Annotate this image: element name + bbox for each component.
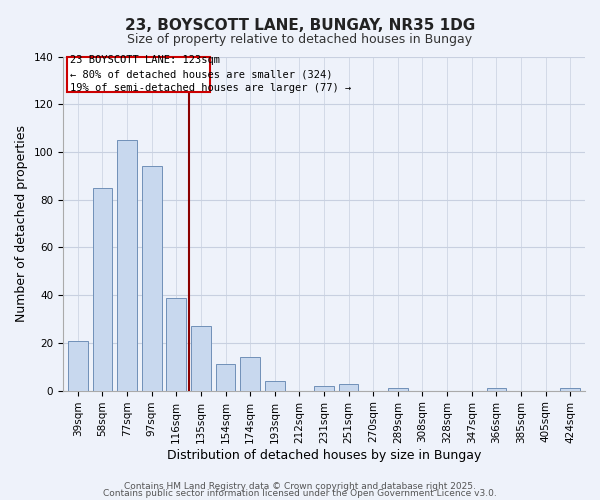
- Bar: [92, 188, 112, 390]
- Y-axis label: Number of detached properties: Number of detached properties: [15, 125, 28, 322]
- Bar: [191, 326, 211, 390]
- Bar: [339, 384, 358, 390]
- Bar: [560, 388, 580, 390]
- Bar: [166, 298, 186, 390]
- Bar: [487, 388, 506, 390]
- Bar: [117, 140, 137, 390]
- Text: Contains public sector information licensed under the Open Government Licence v3: Contains public sector information licen…: [103, 490, 497, 498]
- Bar: [142, 166, 161, 390]
- Text: 23 BOYSCOTT LANE: 123sqm
← 80% of detached houses are smaller (324)
19% of semi-: 23 BOYSCOTT LANE: 123sqm ← 80% of detach…: [70, 56, 351, 94]
- Bar: [241, 358, 260, 390]
- X-axis label: Distribution of detached houses by size in Bungay: Distribution of detached houses by size …: [167, 450, 481, 462]
- Bar: [388, 388, 408, 390]
- FancyBboxPatch shape: [67, 56, 209, 92]
- Bar: [215, 364, 235, 390]
- Text: Contains HM Land Registry data © Crown copyright and database right 2025.: Contains HM Land Registry data © Crown c…: [124, 482, 476, 491]
- Bar: [314, 386, 334, 390]
- Bar: [68, 340, 88, 390]
- Text: Size of property relative to detached houses in Bungay: Size of property relative to detached ho…: [127, 32, 473, 46]
- Bar: [265, 381, 284, 390]
- Text: 23, BOYSCOTT LANE, BUNGAY, NR35 1DG: 23, BOYSCOTT LANE, BUNGAY, NR35 1DG: [125, 18, 475, 32]
